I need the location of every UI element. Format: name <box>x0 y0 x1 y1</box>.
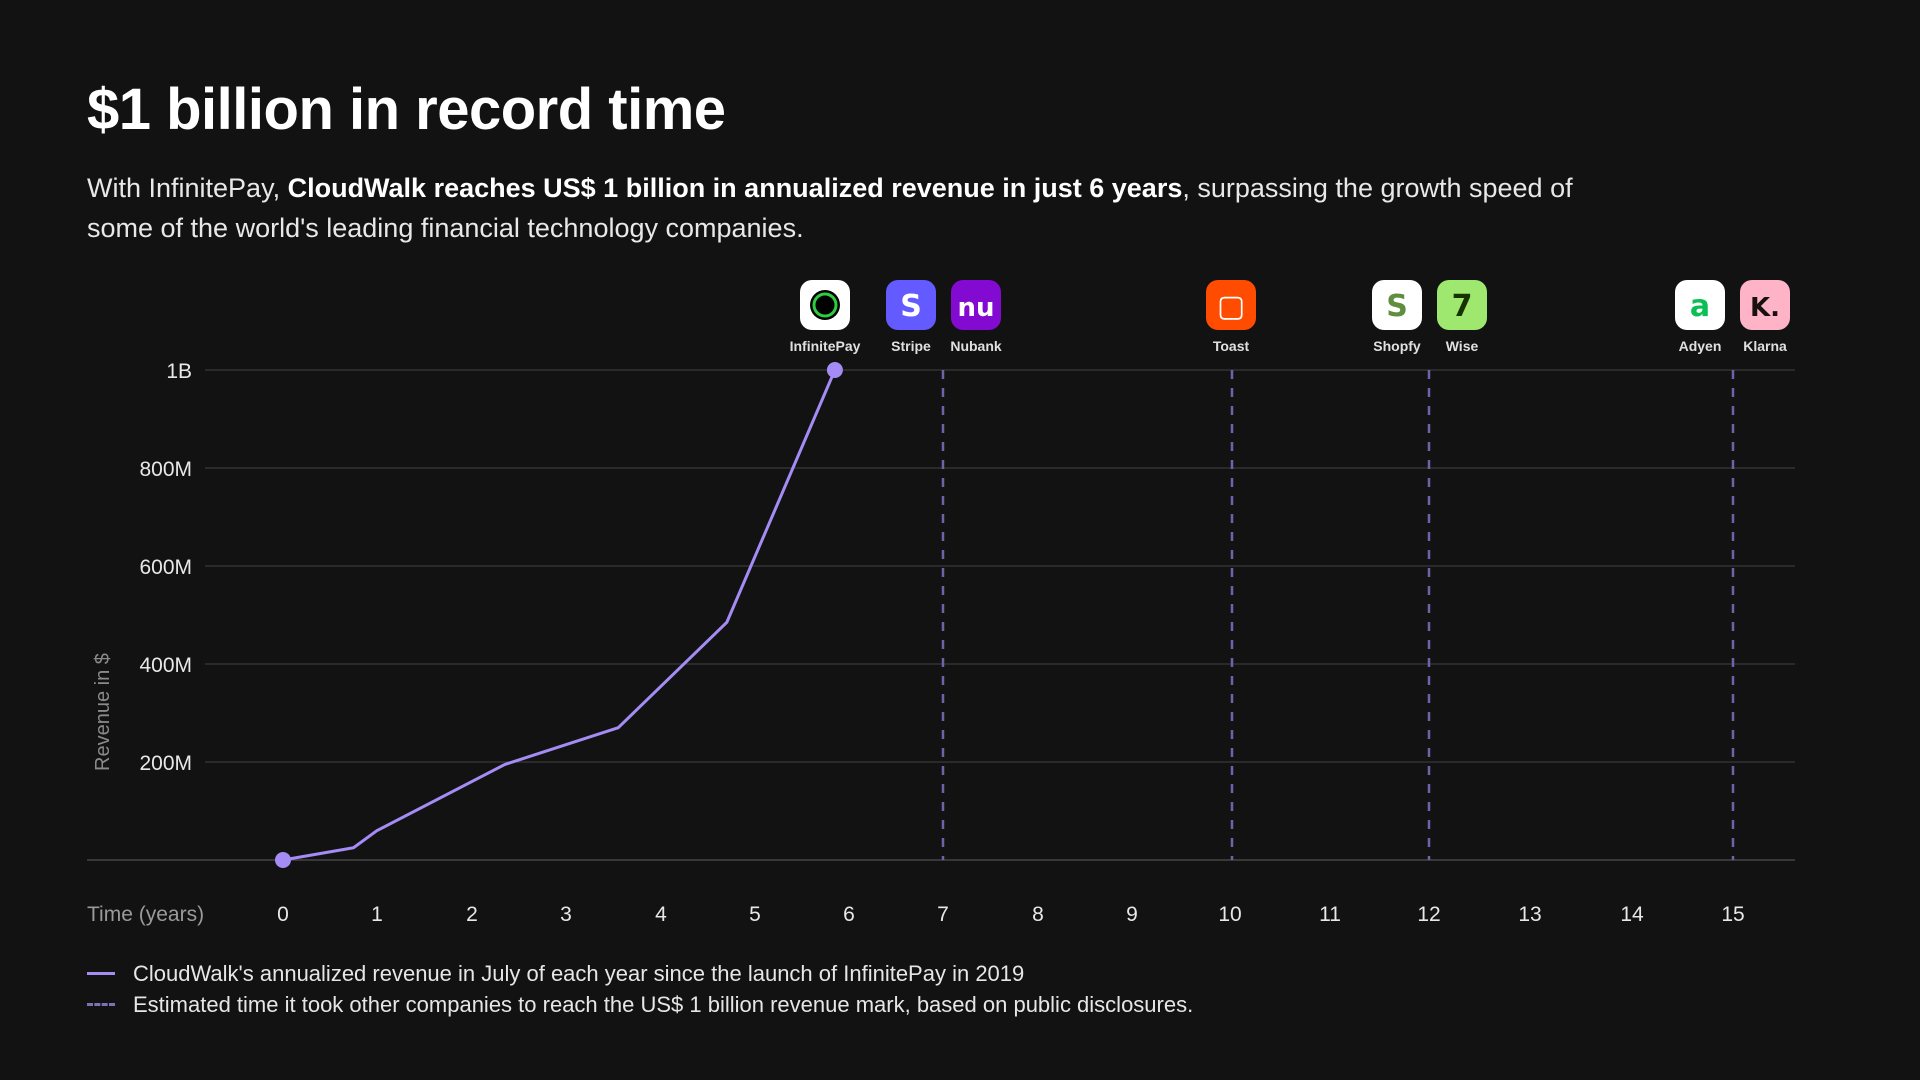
x-tick-label: 15 <box>1721 903 1744 926</box>
legend-solid-swatch <box>87 972 115 975</box>
revenue-point <box>826 362 843 378</box>
company-klarna: K. Klarna <box>1740 280 1790 354</box>
page-title: $1 billion in record time <box>87 77 726 142</box>
legend-dashed-swatch <box>87 1003 115 1006</box>
chart-legend: CloudWalk's annualized revenue in July o… <box>87 958 1193 1020</box>
subtitle-lead: With InfinitePay, <box>87 173 288 203</box>
legend-solid-label: CloudWalk's annualized revenue in July o… <box>133 960 1025 986</box>
revenue-line <box>281 368 837 862</box>
x-tick-label: 9 <box>1126 903 1138 926</box>
x-tick-label: 10 <box>1218 903 1241 926</box>
subtitle-tail: , surpassing the growth speed of some of… <box>87 173 1573 243</box>
page-subtitle: With InfinitePay, CloudWalk reaches US$ … <box>87 168 1587 248</box>
y-axis-title: Revenue in $ <box>92 653 114 771</box>
company-infinitepay: InfinitePay <box>790 280 861 354</box>
x-tick-label: 12 <box>1417 903 1440 926</box>
legend-dashed-label: Estimated time it took other companies t… <box>133 991 1194 1017</box>
company-name-label: Toast <box>1213 338 1250 354</box>
logo-glyph: K. <box>1750 293 1780 323</box>
company-shopfy: S Shopfy <box>1372 280 1422 354</box>
company-name-label: Shopfy <box>1373 338 1421 354</box>
company-name-label: Nubank <box>950 338 1002 354</box>
wise-logo-icon <box>1437 280 1487 330</box>
stripe-logo-icon <box>886 280 936 330</box>
infinitepay-ring <box>812 292 838 318</box>
adyen-logo-icon <box>1675 280 1725 330</box>
company-toast: ▢ Toast <box>1206 280 1256 354</box>
toast-logo-icon <box>1206 280 1256 330</box>
company-stripe: S Stripe <box>886 280 936 354</box>
logo-glyph: S <box>900 289 922 324</box>
shopify-logo-icon <box>1372 280 1422 330</box>
company-adyen: a Adyen <box>1675 280 1725 354</box>
nubank-logo-icon <box>951 280 1001 330</box>
grid-layer <box>87 369 1795 861</box>
x-tick-label: 3 <box>560 903 572 926</box>
x-tick-label: 1 <box>371 903 383 926</box>
x-tick-label: 7 <box>937 903 949 926</box>
subtitle-highlight: CloudWalk reaches US$ 1 billion in annua… <box>287 173 1183 203</box>
company-nubank: nu Nubank <box>950 280 1002 354</box>
y-tick-label: 200M <box>139 752 192 775</box>
x-tick-label: 14 <box>1620 903 1644 926</box>
axis-layer: 200M 400M 600M 800M 1B Revenue in $ Time (year… <box>87 360 1745 926</box>
logo-glyph: ▢ <box>1217 289 1245 324</box>
revenue-point <box>275 852 291 868</box>
company-name-label: InfinitePay <box>790 338 861 354</box>
company-wise: 7 Wise <box>1437 280 1487 354</box>
series-layer <box>275 362 843 868</box>
x-tick-label: 2 <box>466 903 478 926</box>
logo-glyph: nu <box>957 293 994 323</box>
logo-glyph: 7 <box>1452 289 1473 324</box>
x-tick-label: 5 <box>749 903 761 926</box>
x-axis-title: Time (years) <box>87 903 204 926</box>
y-tick-label: 1B <box>166 360 192 383</box>
x-tick-label: 11 <box>1319 903 1341 926</box>
x-tick-label: 0 <box>277 903 289 926</box>
y-tick-label: 600M <box>139 556 192 579</box>
company-name-label: Wise <box>1446 338 1479 354</box>
logo-glyph: S <box>1386 289 1408 324</box>
logo-glyph: a <box>1690 289 1710 324</box>
legend-entry-dashed: Estimated time it took other companies t… <box>87 989 1193 1020</box>
klarna-logo-icon <box>1740 280 1790 330</box>
company-logos-layer: InfinitePay S Stripe nu Nubank ▢ Toast S Shopfy 7… <box>790 280 1790 354</box>
legend-entry-solid: CloudWalk's annualized revenue in July o… <box>87 958 1193 989</box>
y-tick-label: 400M <box>139 654 192 677</box>
company-name-label: Adyen <box>1679 338 1722 354</box>
reference-lines-layer <box>941 370 1735 860</box>
x-tick-label: 6 <box>843 903 855 926</box>
x-tick-label: 4 <box>655 903 667 926</box>
company-name-label: Stripe <box>891 338 931 354</box>
x-tick-label: 8 <box>1032 903 1044 926</box>
y-tick-label: 800M <box>139 458 192 481</box>
company-name-label: Klarna <box>1743 338 1787 354</box>
x-tick-label: 13 <box>1518 903 1541 926</box>
